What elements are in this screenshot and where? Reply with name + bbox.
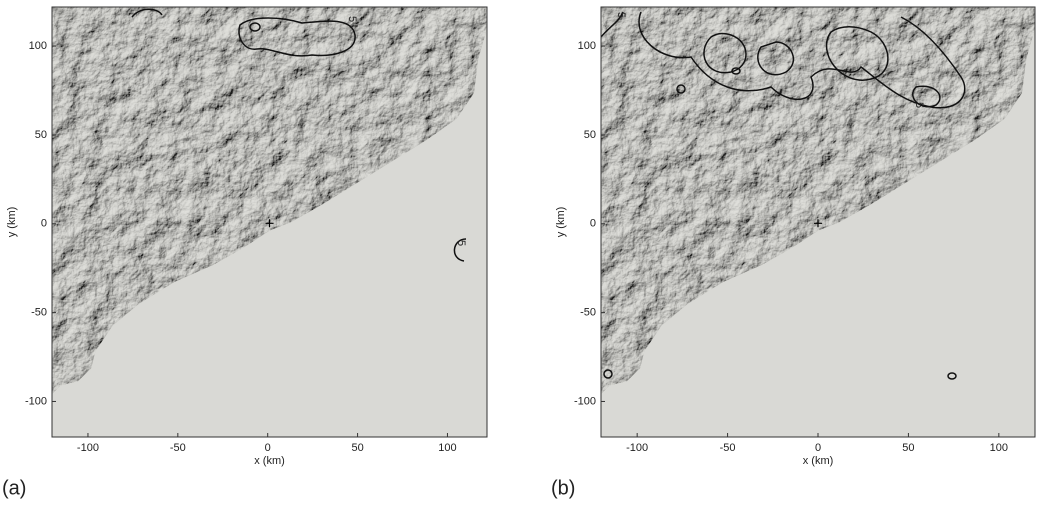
y-axis-label: y (km) bbox=[555, 207, 567, 238]
panel: -100 -50 0 50 100 -100 -50 0 50 100 x (km) y (km) (b… bbox=[551, 7, 1035, 499]
panel: -100 -50 0 50 100 -100 -50 0 50 100 x (km) y (km) (a… bbox=[2, 7, 487, 499]
x-tick-label: 100 bbox=[990, 442, 1008, 454]
x-tick-label: 0 bbox=[265, 442, 271, 454]
contour-label: 5 bbox=[615, 12, 627, 18]
x-tick-label: -50 bbox=[720, 442, 736, 454]
y-axis-label: y (km) bbox=[6, 207, 18, 238]
x-tick-label: -100 bbox=[77, 442, 99, 454]
y-tick-label: -100 bbox=[574, 395, 596, 407]
y-tick-label: -100 bbox=[25, 395, 47, 407]
x-tick-label: -100 bbox=[626, 442, 648, 454]
figure: -100-50050100-100-50050100x (km)y (km)(a… bbox=[0, 0, 1038, 509]
x-tick-label: 0 bbox=[815, 442, 821, 454]
y-tick-label: 0 bbox=[590, 218, 596, 230]
panel-label: (b) bbox=[551, 477, 575, 499]
x-tick-label: -50 bbox=[170, 442, 186, 454]
y-tick-label: 100 bbox=[578, 40, 596, 52]
x-axis-label: x (km) bbox=[803, 455, 834, 467]
x-axis-label: x (km) bbox=[254, 455, 285, 467]
y-tick-label: 50 bbox=[584, 129, 596, 141]
y-tick-label: -50 bbox=[31, 307, 47, 319]
y-tick-label: 100 bbox=[29, 40, 47, 52]
contour-label: 5 bbox=[455, 240, 467, 246]
y-tick-label: 50 bbox=[35, 129, 47, 141]
y-tick-label: 0 bbox=[41, 218, 47, 230]
x-tick-label: 50 bbox=[351, 442, 363, 454]
x-tick-label: 100 bbox=[438, 442, 456, 454]
x-tick-label: 50 bbox=[902, 442, 914, 454]
contour-label: 5 bbox=[913, 102, 925, 108]
panel-label: (a) bbox=[2, 477, 26, 499]
contour-label: 5 bbox=[346, 16, 358, 22]
y-tick-label: -50 bbox=[580, 307, 596, 319]
